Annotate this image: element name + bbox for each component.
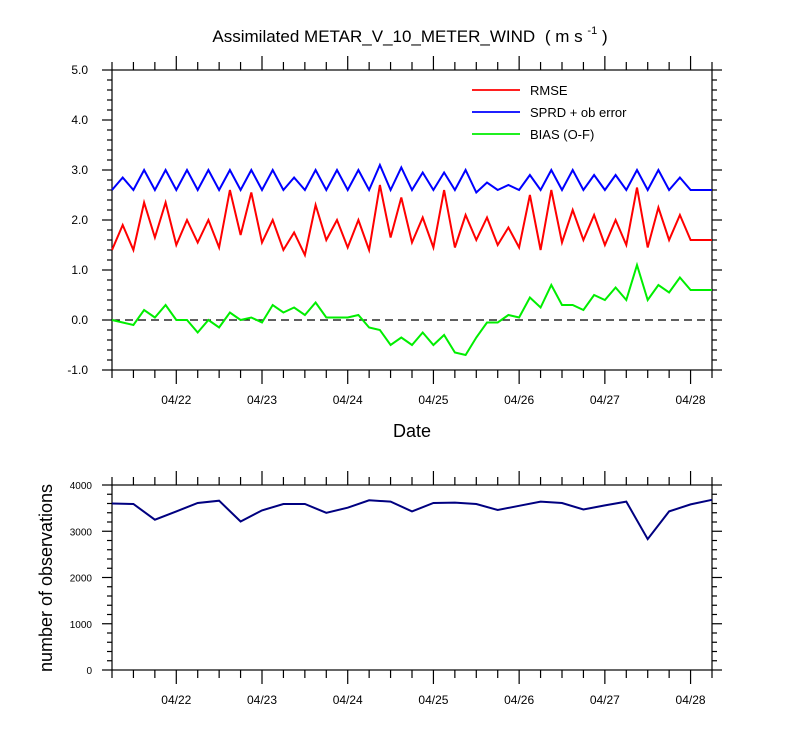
x-tick-label: 04/24 [333, 693, 363, 707]
x-tick-label: 04/26 [504, 693, 534, 707]
x-tick-label: 04/25 [418, 693, 448, 707]
x-tick-label: 04/28 [676, 693, 706, 707]
y-tick-label: 1.0 [71, 263, 88, 277]
y-tick-label: 4.0 [71, 113, 88, 127]
bottom-series-group [111, 498, 713, 541]
series-line-rmse [111, 184, 712, 259]
legend-label-sprd: SPRD + ob error [530, 105, 627, 120]
top-x-axis: 04/22 04/23 04/24 04/25 04/26 04/27 04/28 [111, 56, 713, 407]
x-tick-label: 04/23 [247, 393, 277, 407]
series-line-bias [111, 261, 712, 357]
x-tick-label: 04/24 [333, 393, 363, 407]
y-axis-title-observations: number of observations [36, 484, 56, 672]
top-series-group [111, 162, 712, 357]
x-tick-label: 04/27 [590, 393, 620, 407]
y-tick-label: -1.0 [67, 363, 88, 377]
y-tick-label: 5.0 [71, 63, 88, 77]
x-tick-label: 04/26 [504, 393, 534, 407]
y-tick-label: 2000 [70, 574, 93, 585]
x-tick-label: 04/23 [247, 693, 277, 707]
series-line-sprd-ob-error [111, 162, 712, 195]
bottom-x-axis: 04/22 04/23 04/24 04/25 04/26 04/27 04/28 [111, 471, 713, 707]
x-tick-label: 04/28 [676, 393, 706, 407]
y-tick-label: 0.0 [71, 313, 88, 327]
y-tick-label: 2.0 [71, 213, 88, 227]
legend: RMSE SPRD + ob error BIAS (O-F) [472, 83, 627, 142]
x-tick-label: 04/25 [418, 393, 448, 407]
x-tick-label: 04/27 [590, 693, 620, 707]
series-line-observations [111, 498, 713, 541]
x-tick-label: 04/22 [161, 393, 191, 407]
y-tick-label: 3000 [70, 527, 93, 538]
y-tick-label: 0 [86, 666, 92, 677]
chart-title: Assimilated METAR_V_10_METER_WIND ( m s … [212, 19, 607, 46]
legend-label-rmse: RMSE [530, 83, 568, 98]
x-axis-title: Date [393, 421, 431, 441]
bottom-plot-frame [111, 484, 713, 671]
legend-label-bias: BIAS (O-F) [530, 127, 594, 142]
bottom-y-axis: 0 1000 2000 3000 4000 [70, 481, 722, 677]
x-tick-label: 04/22 [161, 693, 191, 707]
top-y-axis: -1.0 0.0 1.0 2.0 3.0 4.0 5.0 [67, 63, 722, 377]
y-tick-label: 4000 [70, 481, 93, 492]
y-tick-label: 3.0 [71, 163, 88, 177]
y-tick-label: 1000 [70, 620, 93, 631]
